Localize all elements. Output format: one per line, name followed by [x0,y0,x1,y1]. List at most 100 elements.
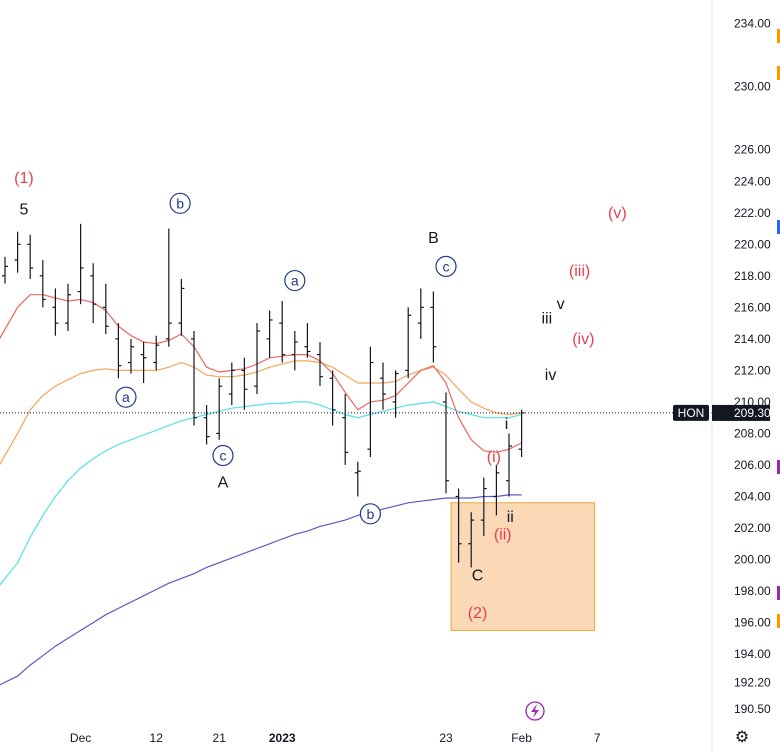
ohlc-bar [392,370,399,418]
ohlc-bar [304,323,311,358]
ohlc-bar [178,278,185,336]
wave-label: (iv) [572,331,594,348]
wave-label-text: c [219,447,226,463]
wave-label-text: (ii) [494,526,512,543]
ohlc-bar [241,357,248,410]
ohlc-bar [329,370,336,426]
ohlc-bar [342,394,349,465]
ohlc-bar [191,330,197,426]
wave-label: v [557,296,565,313]
wave-label-text: C [472,567,484,584]
wave-label: c [435,255,457,277]
ohlc-bar [203,405,210,445]
side-marker [777,29,780,44]
wave-label: b [169,192,191,214]
wave-label-text: b [367,506,375,522]
wave-label-text: iv [545,367,557,384]
y-tick-label: 226.00 [734,143,771,157]
wave-label-text: (iv) [572,331,594,348]
wave-label-text: 5 [19,202,28,219]
wave-label: iv [545,367,557,384]
wave-label-text: a [122,389,130,405]
side-marker [777,459,780,474]
ohlc-bar [165,228,172,347]
y-tick-label: 216.00 [734,300,771,314]
price-axis[interactable]: 234.00 230.00 226.00 224.00 222.00 220.00 218.… [734,17,771,717]
wave-label-text: b [176,195,184,211]
y-tick-label: 198.00 [734,584,771,598]
y-tick-label: 234.00 [734,17,771,31]
wave-label: A [218,474,229,491]
ohlc-bar [115,323,122,379]
x-tick-label: Feb [511,731,532,745]
ohlc-bar [354,461,361,497]
time-axis[interactable]: Dec 12 21 2023 23 Feb 7 [70,731,601,745]
x-tick-label: Dec [70,731,91,745]
wave-label-text: iii [541,310,552,327]
ohlc-bar [443,392,449,494]
wave-label: (i) [487,449,501,466]
side-marker [777,585,780,600]
y-tick-label: 206.00 [734,458,771,472]
wave-label: iii [541,310,552,327]
ohlc-bars [2,223,525,568]
x-tick-label: 12 [150,731,164,745]
ohlc-bar [128,338,134,374]
y-tick-label: 194.00 [734,647,771,661]
wave-label-text: (2) [468,605,488,622]
y-tick-label: 220.00 [734,237,771,251]
wave-label: a [284,269,306,292]
ohlc-bar [77,223,84,305]
wave-label: B [428,230,439,247]
ohlc-bar [52,288,59,336]
wave-label-text: (i) [487,449,501,466]
wave-label: (ii) [494,526,512,543]
ohlc-bar [417,288,424,339]
ohlc-bar [380,362,386,410]
wave-label: i [505,416,509,433]
last-price-tag: HON 209.30 [673,404,771,421]
ohlc-bar [39,260,46,308]
ohlc-bar [405,307,412,379]
wave-label: ii [507,509,514,526]
y-tick-label: 196.00 [734,616,771,630]
y-tick-label: 192.20 [734,675,771,689]
gear-icon[interactable]: ⚙ [734,727,750,746]
wave-label: 5 [19,202,28,219]
y-tick-label: 202.00 [734,521,771,535]
wave-label-circle [212,444,234,467]
wave-label: c [212,444,234,467]
ohlc-bar [65,283,71,331]
wave-label-circle [169,192,191,214]
ohlc-bar [518,409,525,458]
ohlc-bar [291,330,298,371]
wave-labels: (1)5abcAabBcC(2)(i)(ii)iiiiiiviv(iii)(iv… [14,170,627,622]
y-tick-label: 204.00 [734,489,771,503]
ohlc-bar [430,291,437,363]
lightning-icon[interactable] [525,701,545,721]
x-tick-label: 23 [439,731,453,745]
target-zone-box [450,502,596,631]
ma-orange-line [0,360,522,466]
wave-label: C [472,567,484,584]
wave-label: (1) [14,170,34,187]
y-tick-label: 190.50 [734,702,771,716]
y-tick-label: 208.00 [734,426,771,440]
ohlc-bar [367,346,374,458]
wave-label-text: (v) [608,205,627,222]
wave-label-text: (1) [14,170,34,187]
wave-label-text: v [557,296,565,313]
ohlc-bar [254,323,260,395]
wave-label-text: c [443,258,450,274]
wave-label: b [359,503,381,525]
symbol-tag-background [673,404,709,421]
ohlc-bar [493,464,500,516]
ohlc-bar [480,477,487,536]
side-marker [777,219,780,234]
x-tick-label: 2023 [269,731,296,745]
wave-label-text: (iii) [569,263,590,280]
y-tick-label: 218.00 [734,269,771,283]
ohlc-bar [455,488,462,563]
wave-label-circle [115,386,137,408]
